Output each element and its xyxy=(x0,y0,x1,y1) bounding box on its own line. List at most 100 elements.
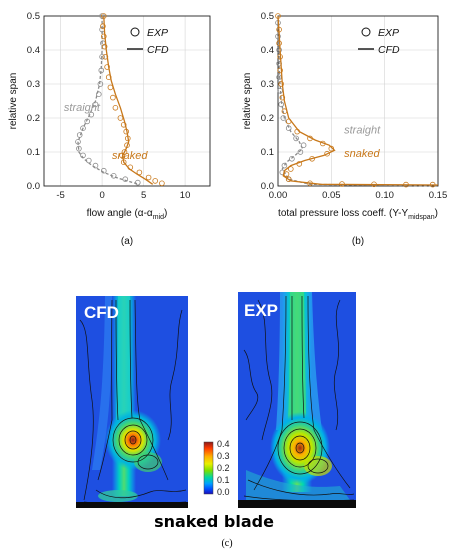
panel-b-exp-point-straight xyxy=(300,142,307,149)
panel-b-x-tick-label: 0.05 xyxy=(322,190,341,201)
panel-a-exp-point-straight xyxy=(92,101,99,108)
panel-b-annotation-straight: straight xyxy=(344,124,381,136)
panel-a-x-tick-label: -5 xyxy=(56,190,64,201)
panel-a-exp-point-straight xyxy=(76,132,83,138)
panel-a-exp-point-snaked xyxy=(117,115,124,121)
colorbar-tick-label: 0.2 xyxy=(217,463,230,473)
panel-b-exp-point-snaked xyxy=(283,171,290,177)
panel-a-exp-point-straight xyxy=(76,145,82,152)
colorbar-gradient xyxy=(203,441,214,495)
panel-a-exp-point-snaked xyxy=(152,178,159,184)
cfd-contour-map xyxy=(76,296,188,508)
panel-a-exp-point-snaked xyxy=(101,33,107,40)
panel-b-exp-point-snaked xyxy=(319,140,326,147)
panel-b-exp-point-straight xyxy=(293,135,299,142)
panel-b-exp-point-straight xyxy=(275,33,281,40)
panel-b-legend-exp-marker xyxy=(361,27,371,37)
panel-b-exp-point-snaked xyxy=(294,128,301,135)
colorbar-tick-label: 0.1 xyxy=(217,475,230,485)
panel-b-exp-point-snaked xyxy=(429,181,436,188)
panel-a-flow-angle-chart: -5 0 5 10 0.0 0.1 0.2 0.3 0.4 0.5 straight snaked EX… xyxy=(8,11,211,247)
panel-b-exp-point-straight xyxy=(281,162,288,169)
panel-a-legend-exp-marker xyxy=(130,27,140,37)
cfd-map-label: CFD xyxy=(84,303,119,322)
panel-a-x-tick-label: 5 xyxy=(141,190,146,201)
panel-a-exp-point-snaked xyxy=(124,142,130,149)
panel-a-exp-point-snaked xyxy=(105,74,112,80)
panel-b-exp-point-snaked xyxy=(339,181,345,187)
panel-a-exp-point-snaked xyxy=(119,152,125,159)
colorbar-tick-label: 0.3 xyxy=(217,451,230,461)
panel-b-exp-point-straight xyxy=(285,125,292,131)
panel-b-panel-label: (b) xyxy=(352,236,364,247)
panel-a-exp-point-straight xyxy=(80,125,86,131)
panel-b-pressure-loss-chart: 0.00 0.05 0.10 0.15 0.0 0.1 0.2 0.3 0.4 0.5 straig… xyxy=(242,11,447,247)
panel-b-exp-point-snaked xyxy=(403,181,409,188)
snaked-blade-caption: snaked blade xyxy=(154,512,274,531)
panel-b-exp-point-snaked xyxy=(309,156,315,162)
panel-a-exp-point-snaked xyxy=(101,43,108,50)
panel-b-cfd-line-snaked xyxy=(277,15,439,186)
panel-a-exp-point-straight xyxy=(80,152,86,159)
panel-a-cfd-line-snaked xyxy=(103,15,154,185)
panel-b-axes-frame xyxy=(277,15,439,187)
panel-b-exp-point-straight xyxy=(278,101,285,108)
panel-a-y-tick-label: 0.5 xyxy=(27,11,40,22)
panel-b-x-tick-label: 0.10 xyxy=(375,190,394,201)
panel-a-legend-cfd-label: CFD xyxy=(147,44,169,56)
panel-b-y-tick-label: 0.0 xyxy=(261,181,274,192)
panel-a-y-tick-label: 0.2 xyxy=(27,113,40,124)
panel-a-x-tick-label: 0 xyxy=(99,190,104,201)
panel-a-cfd-line-straight xyxy=(77,16,140,185)
panel-a-exp-point-snaked xyxy=(123,128,129,135)
panel-a-exp-point-straight xyxy=(86,157,92,164)
panel-a-exp-point-straight xyxy=(99,53,105,60)
panel-b-exp-point-snaked xyxy=(287,166,294,172)
panel-a-legend-exp-label: EXP xyxy=(147,27,168,39)
panel-a-exp-point-snaked xyxy=(110,94,116,101)
panel-b-exp-point-snaked xyxy=(276,40,282,46)
panel-b-x-axis-label: total pressure loss coeff. (Y-Ymidspan) xyxy=(278,208,438,221)
panel-b-y-tick-label: 0.1 xyxy=(261,147,274,158)
panel-b-exp-point-snaked xyxy=(275,13,281,19)
panel-b-exp-point-straight xyxy=(280,115,287,121)
panel-a-exp-point-straight xyxy=(88,111,95,118)
panel-a-exp-point-straight xyxy=(84,118,90,125)
panel-a-y-tick-label: 0.1 xyxy=(27,147,40,158)
panel-b-exp-point-snaked xyxy=(324,150,330,157)
panel-a-exp-point-straight xyxy=(110,173,117,179)
panel-b-y-tick-label: 0.3 xyxy=(261,79,274,90)
panel-c-label: (c) xyxy=(221,538,232,549)
panel-b-x-tick-label: 0.00 xyxy=(269,190,288,201)
panel-a-x-axis-label: flow angle (α-αmid) xyxy=(87,208,168,221)
panel-b-exp-point-snaked xyxy=(278,81,285,87)
panel-b-exp-point-snaked xyxy=(281,108,288,114)
panel-a-exp-point-straight xyxy=(99,13,105,19)
panel-b-legend-cfd-label: CFD xyxy=(378,44,400,56)
panel-a-panel-label: (a) xyxy=(121,236,133,247)
panel-a-exp-point-straight xyxy=(97,81,104,87)
panel-a-axes-frame xyxy=(43,15,211,187)
panel-c-contour-maps: CFD EXP 0.4 0.3 0.2 0.1 0.0 snaked blade (c) xyxy=(76,292,356,549)
panel-b-exp-point-snaked xyxy=(279,94,286,101)
panel-b-y-tick-label: 0.4 xyxy=(261,45,274,56)
panel-a-y-tick-label: 0.4 xyxy=(27,45,40,56)
panel-a-annotation-snaked: snaked xyxy=(112,150,148,162)
panel-a-annotation-straight: straight xyxy=(64,102,101,114)
panel-b-exp-point-snaked xyxy=(277,67,283,74)
panel-a-exp-point-snaked xyxy=(101,13,107,19)
panel-b-exp-point-snaked xyxy=(276,26,282,33)
colorbar-tick-label: 0.4 xyxy=(217,439,230,449)
panel-a-exp-point-snaked xyxy=(104,64,110,70)
panel-b-exp-point-snaked xyxy=(307,180,313,187)
panel-a-exp-point-snaked xyxy=(102,53,109,60)
panel-a-exp-point-snaked xyxy=(112,105,119,111)
panel-a-x-tick-label: 10 xyxy=(180,190,191,201)
panel-b-legend-exp-label: EXP xyxy=(378,27,399,39)
colorbar: 0.4 0.3 0.2 0.1 0.0 xyxy=(203,439,230,497)
panel-a-exp-point-snaked xyxy=(120,159,127,166)
panel-b-y-tick-label: 0.2 xyxy=(261,113,274,124)
panel-b-annotation-snaked: snaked xyxy=(344,148,380,160)
panel-b-exp-point-straight xyxy=(276,47,282,53)
